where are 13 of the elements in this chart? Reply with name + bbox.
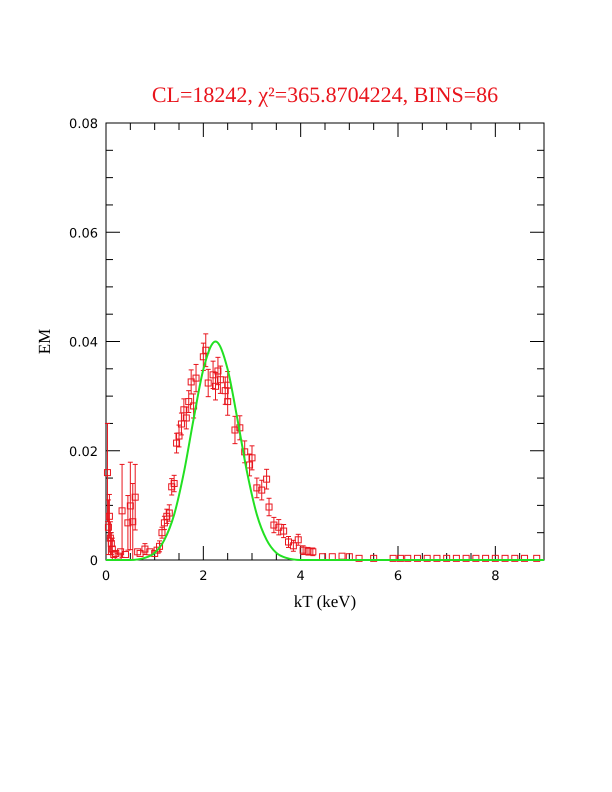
y-tick-label: 0.06 (69, 226, 98, 242)
y-tick-label: 0.08 (69, 117, 98, 132)
y-axis-title: EM (35, 328, 54, 354)
x-tick-label: 2 (199, 569, 208, 584)
y-tick-label: 0.02 (69, 444, 98, 460)
x-axis-title: kT (keV) (294, 592, 356, 611)
chart-title: CL=18242, χ²=365.8704224, BINS=86 (152, 82, 498, 107)
x-tick-label: 8 (491, 569, 500, 584)
x-tick-label: 6 (394, 569, 402, 584)
x-tick-label: 0 (102, 569, 110, 584)
y-tick-label: 0.04 (69, 336, 98, 350)
x-tick-label: 4 (296, 569, 305, 584)
y-tick-label: 0 (90, 554, 98, 569)
